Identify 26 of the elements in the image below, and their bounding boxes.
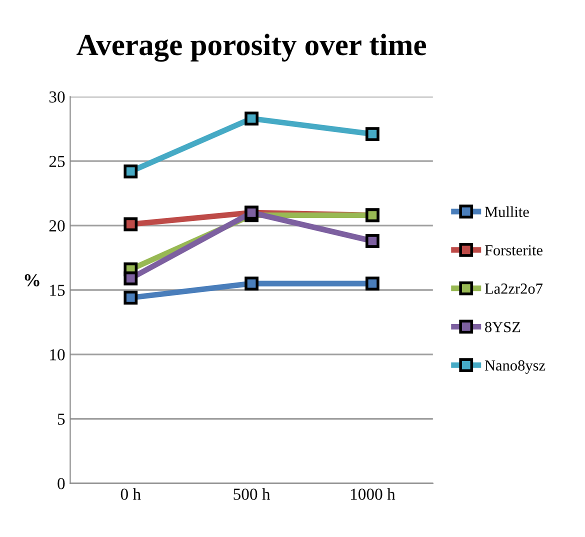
point: [244, 276, 258, 290]
legend-label: 8YSZ: [485, 322, 520, 332]
y-tick-label: 5: [58, 414, 65, 425]
y-tick-label: 25: [49, 156, 65, 168]
chart-title: Average porosity over time: [76, 34, 426, 62]
legend-label: La2zr2o7: [484, 284, 543, 294]
legend-label: Mullite: [484, 206, 529, 218]
point: [366, 276, 380, 290]
point: [124, 271, 138, 286]
legend-label: Nano8ysz: [484, 360, 546, 374]
point: [124, 164, 138, 178]
y-tick-label: 30: [49, 91, 65, 103]
point: [124, 290, 138, 305]
point: [124, 217, 138, 232]
y-axis-title: %: [24, 274, 40, 286]
y-tick-label: 0: [58, 478, 65, 490]
legend-label: Forsterite: [484, 245, 542, 256]
y-tick-label: 10: [50, 349, 65, 360]
point: [244, 112, 258, 126]
point: [366, 127, 380, 141]
x-tick-label: 0 h: [120, 488, 141, 500]
y-tick-label: 15: [50, 284, 65, 296]
y-tick-label: 20: [49, 220, 65, 232]
point: [366, 234, 380, 248]
x-tick-label: 500 h: [234, 488, 270, 500]
x-tick-label: 1000 h: [351, 488, 396, 500]
